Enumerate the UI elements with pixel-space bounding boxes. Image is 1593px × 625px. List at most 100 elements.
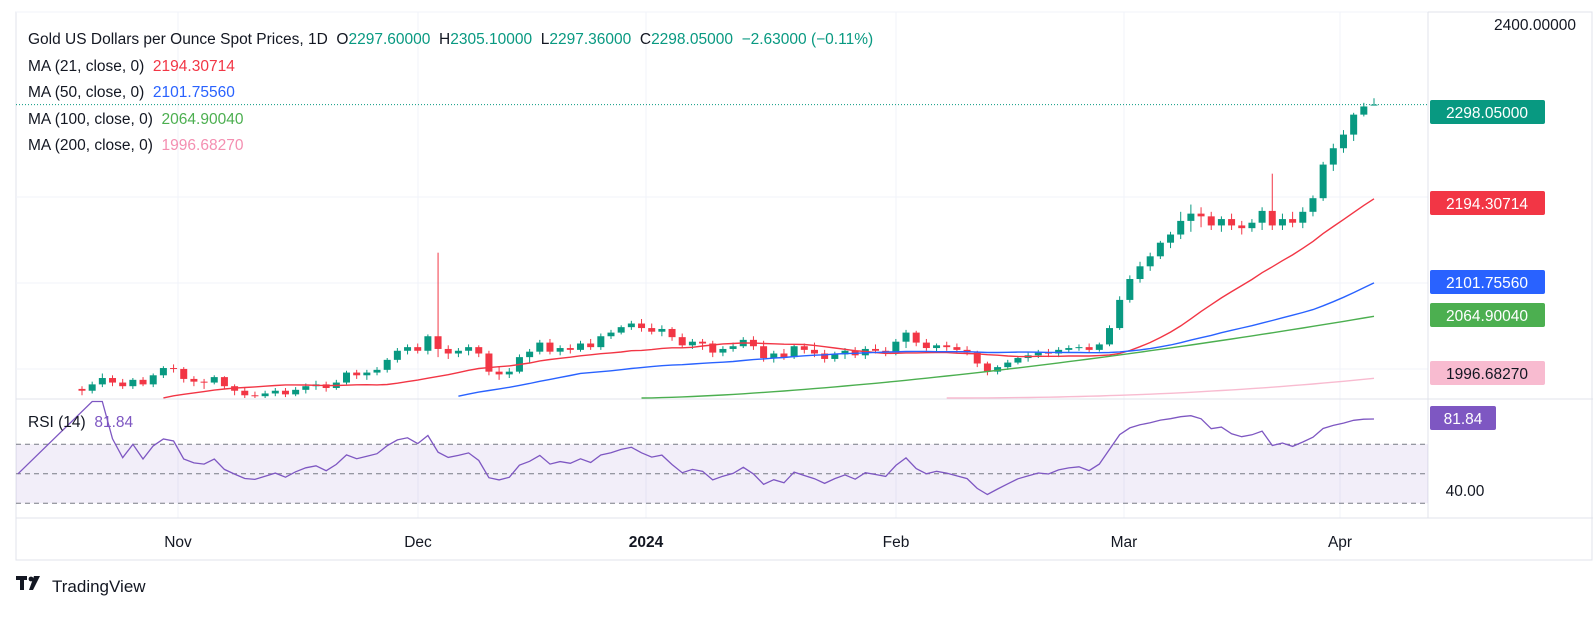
rsi-line [17, 400, 1375, 496]
candle-body [1105, 328, 1113, 345]
candle-body [404, 347, 412, 351]
candle-body [383, 359, 391, 370]
candle-body [943, 345, 951, 348]
candle-body [1289, 219, 1297, 223]
candle-body [1248, 222, 1256, 229]
candle-body [760, 346, 768, 359]
candle-body [495, 371, 503, 375]
candle-body [546, 342, 554, 352]
candle-body [668, 328, 676, 338]
candle-body [1156, 242, 1164, 257]
tradingview-brand[interactable]: TradingView [16, 576, 146, 597]
ma21-label: MA (21, close, 0) [28, 57, 145, 75]
candle-body [1095, 344, 1103, 350]
rsi-value-box [1430, 406, 1496, 430]
candle-body [475, 347, 483, 354]
candle-body [821, 353, 829, 359]
time-tick-label: Nov [164, 534, 192, 551]
candle-body [505, 371, 513, 375]
ma200-value: 1996.68270 [161, 137, 244, 154]
candle-body [414, 347, 422, 351]
candle-body [983, 363, 991, 372]
price-label-text: 2101.75560 [1446, 275, 1528, 292]
candle-body [953, 347, 961, 350]
candle-body [1197, 213, 1205, 217]
candle-body [159, 368, 167, 376]
candle-body [1350, 114, 1358, 135]
candle-body [1339, 134, 1347, 149]
candle-body [902, 332, 910, 342]
price-label-box [1430, 270, 1545, 294]
ma21-line [163, 198, 1375, 399]
candle-body [454, 350, 462, 354]
candle-body [363, 372, 371, 376]
ma200-row: MA (200, close, 0) 1996.68270 [28, 133, 873, 160]
candle-body [271, 390, 279, 394]
ma100-label: MA (100, close, 0) [28, 110, 153, 128]
candle-body [933, 345, 941, 349]
symbol-title: Gold US Dollars per Ounce Spot Prices, 1… [28, 31, 328, 48]
candle-body [1319, 164, 1327, 199]
rsi-legend-value: 81.84 [94, 414, 134, 431]
candle-body [1055, 349, 1063, 354]
candle-body [1167, 234, 1175, 243]
candle-body [434, 336, 442, 349]
ma200-label: MA (200, close, 0) [28, 137, 153, 154]
change-value: −2.63000 (−0.11%) [741, 31, 874, 48]
candle-body [912, 332, 920, 343]
candle-body [994, 367, 1002, 372]
candle-body [1177, 220, 1185, 235]
candle-body [1278, 219, 1286, 226]
candle-body [292, 389, 300, 395]
price-label-text: 2194.30714 [1446, 196, 1528, 213]
candle-body [729, 346, 737, 349]
time-tick-label: 2024 [629, 534, 664, 551]
candle-body [1299, 211, 1307, 223]
time-tick-label: Dec [404, 534, 432, 551]
candle-body [78, 388, 86, 391]
candle-body [658, 328, 666, 332]
candle-body [444, 348, 452, 354]
candle-body [393, 350, 401, 360]
candle-body [200, 381, 208, 383]
rsi-label: RSI (14) [28, 414, 86, 431]
candle-body [566, 348, 574, 350]
low-label: L [540, 31, 550, 48]
candle-body [129, 379, 137, 387]
candle-body [424, 336, 432, 351]
rsi-value-text: 81.84 [1444, 411, 1483, 428]
candle-body [810, 349, 818, 354]
candle-body [973, 352, 981, 364]
candle-body [98, 378, 106, 385]
candle-body [281, 390, 289, 395]
candle-body [678, 337, 686, 346]
price-label-box [1430, 100, 1545, 124]
candle-body [872, 348, 880, 351]
ma100-value: 2064.90040 [161, 110, 244, 128]
ma100-line [641, 315, 1375, 399]
open-label: O [336, 31, 349, 48]
price-tick-label: 2400.00000 [1494, 17, 1576, 34]
low-value: 2297.36000 [549, 31, 632, 48]
candle-body [526, 351, 534, 358]
candle-body [261, 393, 269, 397]
candle-body [892, 341, 900, 353]
candle-body [485, 353, 493, 372]
candle-body [790, 346, 798, 358]
candle-body [1004, 362, 1012, 368]
close-value: 2298.05000 [651, 31, 733, 48]
candle-body [241, 390, 249, 396]
candle-body [607, 332, 615, 337]
candle-body [1034, 352, 1042, 356]
ohlc-row: Gold US Dollars per Ounce Spot Prices, 1… [28, 27, 873, 54]
candle-body [88, 384, 96, 391]
candle-body [587, 343, 595, 348]
candle-body [627, 323, 635, 328]
ma50-line [458, 282, 1375, 397]
close-label: C [639, 31, 652, 48]
candle-body [688, 341, 696, 346]
candle-body [1146, 256, 1154, 267]
ma50-label: MA (50, close, 0) [28, 84, 145, 101]
price-label-text: 1996.68270 [1446, 366, 1528, 383]
